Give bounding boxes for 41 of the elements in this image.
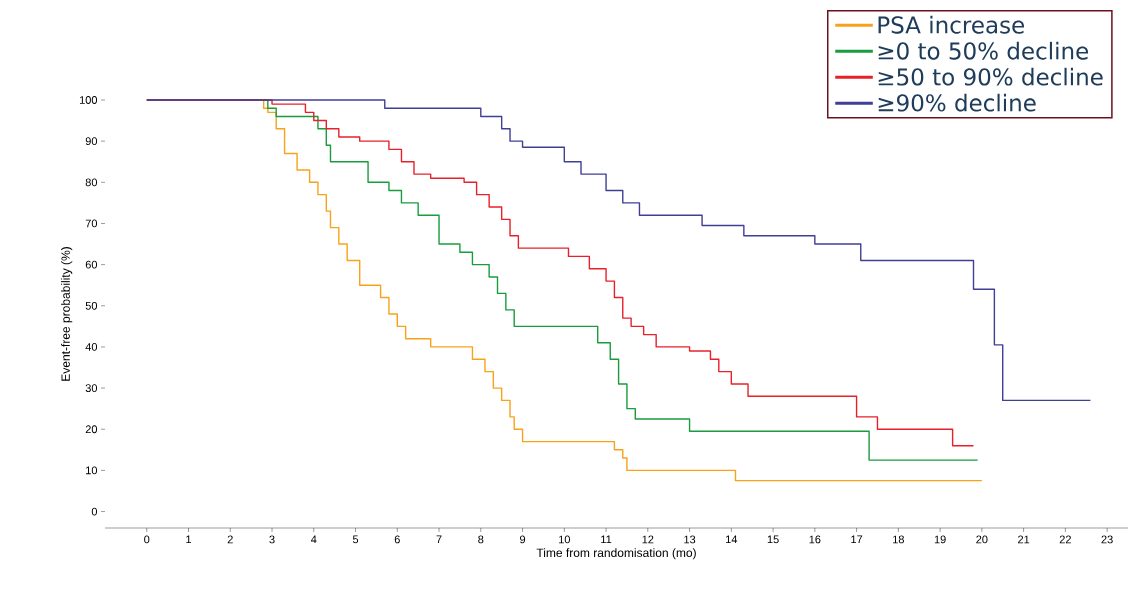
x-tick-label: 8 (478, 535, 484, 544)
x-tick-label: 20 (976, 535, 988, 544)
x-tick-label: 9 (520, 535, 526, 544)
y-tick-label: 70 (85, 219, 98, 228)
x-tick-label: 13 (684, 535, 696, 544)
legend-label: ≥90% decline (878, 93, 1036, 112)
x-tick-label: 12 (642, 535, 654, 544)
y-tick-label: 50 (85, 301, 98, 310)
y-tick-label: 90 (85, 137, 98, 146)
x-tick-label: 17 (851, 535, 863, 544)
x-tick-label: 0 (144, 535, 150, 544)
y-tick-label: 100 (79, 96, 98, 104)
y-tick-label: 40 (85, 343, 98, 351)
x-tick-label: 15 (767, 535, 779, 544)
y-axis-title: Event-free probability (%) (61, 247, 73, 381)
legend-label: ≥0 to 50% decline (878, 41, 1089, 60)
x-tick-label: 1 (186, 535, 192, 544)
y-tick-label: 10 (86, 466, 98, 475)
x-tick-label: 19 (934, 535, 946, 544)
x-tick-label: 4 (310, 535, 317, 544)
y-tick-label: 30 (85, 384, 98, 392)
x-tick-label: 7 (436, 535, 442, 544)
x-tick-label: 6 (394, 535, 400, 544)
x-tick-label: 14 (726, 535, 738, 544)
x-tick-label: 23 (1101, 535, 1113, 544)
x-axis-title: Time from randomisation (mo) (536, 548, 696, 560)
x-tick-label: 3 (269, 535, 275, 544)
y-tick-label: 20 (85, 425, 98, 434)
x-tick-label: 18 (893, 535, 904, 544)
x-tick-label: 16 (809, 535, 821, 544)
y-tick-label: 60 (85, 260, 98, 269)
x-tick-label: 5 (352, 535, 359, 544)
x-tick-label: 22 (1059, 535, 1071, 544)
x-tick-label: 11 (601, 535, 612, 544)
x-tick-label: 2 (227, 535, 233, 544)
x-tick-label: 21 (1018, 535, 1030, 544)
y-tick-label: 80 (85, 178, 98, 187)
legend-label: PSA increase (878, 15, 1024, 34)
x-tick-label: 10 (559, 535, 570, 544)
y-tick-label: 0 (91, 507, 98, 516)
legend-label: ≥50 to 90% decline (878, 67, 1103, 86)
